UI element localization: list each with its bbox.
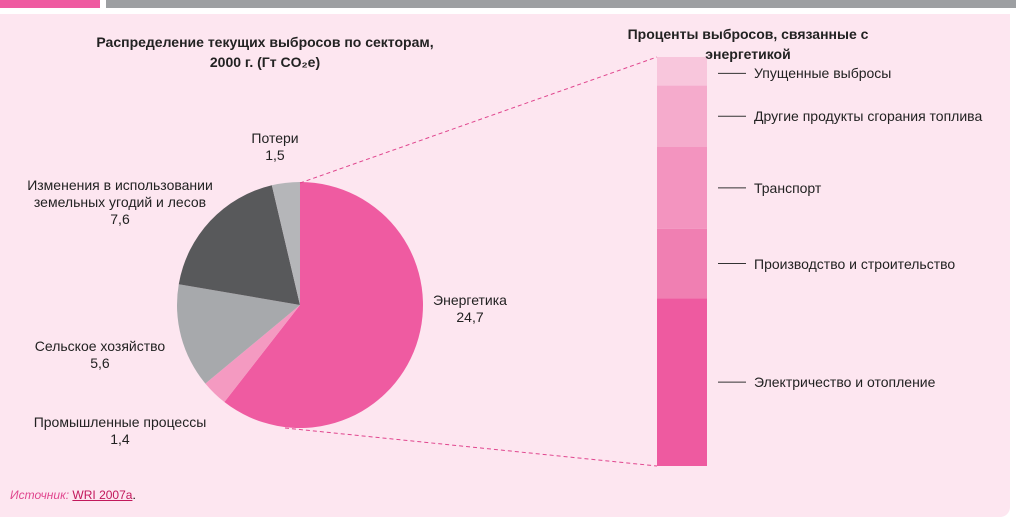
category-label: Изменения в использовании земельных угод…: [27, 177, 213, 210]
pie-slice: [224, 182, 423, 428]
chart-title: Распределение текущих выбросов по сектор…: [96, 34, 434, 70]
chart-title: Проценты выбросов, связанные с энергетик…: [627, 26, 869, 62]
category-label: Потери: [251, 130, 299, 146]
segment-label: Производство и строительство: [754, 255, 956, 272]
header-tab: [0, 0, 100, 8]
connector: [299, 56, 658, 184]
bar-segment: [657, 57, 707, 86]
value-label: 1,4: [110, 431, 130, 447]
bar-segment: [657, 228, 707, 299]
value-label: 7,6: [110, 211, 130, 227]
pie-slice: [271, 182, 300, 305]
segment-label: Другие продукты сгорания топлива: [754, 108, 983, 125]
source-text: WRI 2007a: [72, 488, 133, 502]
source-label: Источник:: [10, 488, 70, 502]
segment-label: Электричество и отопление: [754, 374, 936, 391]
header-bar: [106, 0, 1016, 8]
category-label: Энергетика: [433, 292, 507, 308]
pie-label: Сельское хозяйство 5,6: [35, 338, 165, 372]
pie-label: Потери 1,5: [251, 130, 298, 164]
value-label: 5,6: [90, 355, 110, 371]
segment-label: Транспорт: [754, 179, 822, 196]
pie-label: Промышленные процессы 1,4: [34, 414, 207, 448]
bar-segment: [657, 298, 707, 466]
pie-label: Изменения в использовании земельных угод…: [27, 177, 213, 228]
value-label: 24,7: [456, 309, 484, 325]
value-label: 1,5: [265, 147, 285, 163]
category-label: Промышленные процессы: [33, 414, 207, 430]
pie-label: Энергетика 24,7: [433, 292, 507, 326]
bar-segment: [657, 85, 707, 147]
pie-slice: [178, 185, 300, 305]
panel: [0, 14, 1010, 517]
bar-segment: [657, 146, 707, 229]
source: Источник: WRI 2007a.: [10, 488, 136, 502]
category-label: Сельское хозяйство: [34, 338, 166, 354]
pie-slice: [205, 305, 300, 403]
connector: [284, 427, 658, 467]
pie-slice: [177, 284, 300, 384]
segment-label: Упущенные выбросы: [754, 65, 892, 82]
